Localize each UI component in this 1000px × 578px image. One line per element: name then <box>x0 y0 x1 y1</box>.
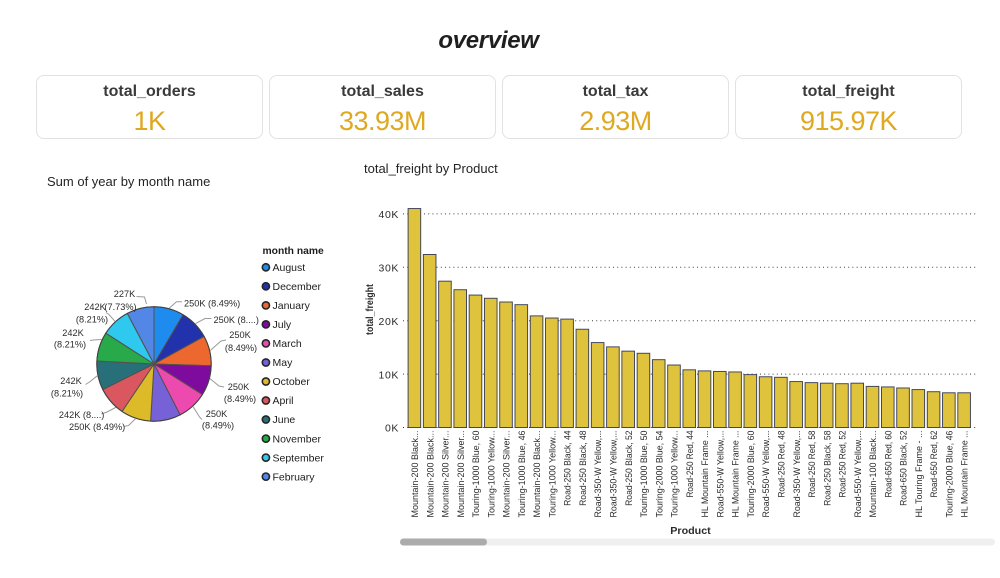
svg-text:HL Touring Frame - ...: HL Touring Frame - ... <box>914 431 925 518</box>
svg-text:Touring-1000 Blue, 60: Touring-1000 Blue, 60 <box>471 430 482 517</box>
svg-text:June: June <box>273 414 296 426</box>
svg-text:250K (8.49%): 250K (8.49%) <box>69 422 125 432</box>
svg-text:Mountain-200 Silver...: Mountain-200 Silver... <box>456 431 467 518</box>
svg-text:Road-350-W Yellow,...: Road-350-W Yellow,... <box>609 431 620 518</box>
svg-text:40K: 40K <box>379 209 399 221</box>
svg-text:Mountain-200 Silver...: Mountain-200 Silver... <box>502 431 513 518</box>
svg-text:August: August <box>273 262 306 274</box>
svg-text:Road-250 Red, 48: Road-250 Red, 48 <box>776 431 787 498</box>
svg-text:Road-350-W Yellow,...: Road-350-W Yellow,... <box>792 431 803 518</box>
svg-text:December: December <box>273 281 322 293</box>
svg-text:HL Mountain Frame ...: HL Mountain Frame ... <box>960 431 971 518</box>
svg-text:April: April <box>273 395 294 407</box>
svg-text:Road-250 Black, 44: Road-250 Black, 44 <box>563 430 574 506</box>
svg-text:Mountain-200 Black...: Mountain-200 Black... <box>410 431 421 518</box>
svg-text:Road-250 Red, 52: Road-250 Red, 52 <box>838 431 849 498</box>
svg-text:242K: 242K <box>62 328 84 338</box>
svg-text:January: January <box>273 300 311 312</box>
svg-text:Road-250 Black, 58: Road-250 Black, 58 <box>822 431 833 506</box>
svg-text:(8.49%): (8.49%) <box>202 421 234 431</box>
svg-text:Road-550-W Yellow,...: Road-550-W Yellow,... <box>853 431 864 518</box>
svg-text:Touring-2000 Blue, 54: Touring-2000 Blue, 54 <box>654 430 665 518</box>
svg-text:30K: 30K <box>379 263 399 275</box>
svg-text:Touring-2000 Blue, 60: Touring-2000 Blue, 60 <box>746 431 757 518</box>
svg-text:250K: 250K <box>206 409 228 419</box>
svg-text:Touring-1000 Yellow...: Touring-1000 Yellow... <box>486 430 497 517</box>
svg-text:Product: Product <box>670 525 711 537</box>
svg-text:Touring-1000 Yellow...: Touring-1000 Yellow... <box>547 431 558 518</box>
svg-text:Road-350-W Yellow,...: Road-350-W Yellow,... <box>593 431 604 518</box>
svg-text:(8.49%): (8.49%) <box>225 343 257 353</box>
svg-text:Mountain-200 Black...: Mountain-200 Black... <box>532 431 543 518</box>
svg-text:Road-250 Black, 48: Road-250 Black, 48 <box>578 431 589 506</box>
svg-text:HL Mountain Frame ...: HL Mountain Frame ... <box>700 431 711 518</box>
svg-text:Road-550-W Yellow,...: Road-550-W Yellow,... <box>715 431 726 518</box>
svg-text:month name: month name <box>263 246 324 257</box>
svg-text:May: May <box>273 357 294 369</box>
svg-text:November: November <box>273 433 322 445</box>
svg-text:July: July <box>273 319 292 331</box>
svg-text:total_freight: total_freight <box>365 283 376 335</box>
svg-text:(7.73%): (7.73%) <box>104 302 136 312</box>
svg-text:Road-250 Red, 58: Road-250 Red, 58 <box>807 431 818 498</box>
svg-text:Road-650 Red, 62: Road-650 Red, 62 <box>929 431 940 498</box>
svg-text:250K (8.49%): 250K (8.49%) <box>184 299 240 309</box>
svg-text:(8.21%): (8.21%) <box>51 389 83 399</box>
svg-text:250K (8....): 250K (8....) <box>214 315 259 325</box>
svg-text:September: September <box>273 452 325 464</box>
svg-text:250K: 250K <box>228 382 250 392</box>
svg-text:20K: 20K <box>379 316 399 328</box>
svg-text:227K: 227K <box>114 289 136 299</box>
svg-text:Road-650 Black, 52: Road-650 Black, 52 <box>899 431 910 506</box>
svg-text:(8.21%): (8.21%) <box>54 340 86 350</box>
svg-text:Touring-1000 Blue, 50: Touring-1000 Blue, 50 <box>639 431 650 518</box>
svg-text:(8.49%): (8.49%) <box>224 394 256 404</box>
svg-text:10K: 10K <box>379 369 399 381</box>
svg-text:Road-250 Black, 52: Road-250 Black, 52 <box>624 431 635 506</box>
svg-text:242K: 242K <box>60 376 82 386</box>
svg-text:February: February <box>273 471 316 483</box>
svg-text:Mountain-200 Black...: Mountain-200 Black... <box>425 431 436 518</box>
svg-text:Mountain-100 Black...: Mountain-100 Black... <box>868 431 879 518</box>
svg-text:Mountain-200 Silver...: Mountain-200 Silver... <box>441 431 452 518</box>
svg-text:242K (8....): 242K (8....) <box>59 410 104 420</box>
svg-text:Road-250 Red, 44: Road-250 Red, 44 <box>685 430 696 498</box>
svg-text:Touring-2000 Blue, 46: Touring-2000 Blue, 46 <box>944 430 955 517</box>
svg-text:0K: 0K <box>385 423 399 435</box>
svg-text:Road-550-W Yellow,...: Road-550-W Yellow,... <box>761 431 772 518</box>
svg-text:250K: 250K <box>229 330 251 340</box>
svg-text:October: October <box>273 376 311 388</box>
svg-text:March: March <box>273 338 302 350</box>
svg-text:Road-650 Red, 60: Road-650 Red, 60 <box>883 431 894 498</box>
svg-text:(8.21%): (8.21%) <box>76 315 108 325</box>
svg-text:242K: 242K <box>84 302 106 312</box>
svg-text:Touring-1000 Yellow...: Touring-1000 Yellow... <box>670 431 681 518</box>
svg-text:HL Mountain Frame ...: HL Mountain Frame ... <box>731 431 742 518</box>
svg-text:Touring-1000 Blue, 46: Touring-1000 Blue, 46 <box>517 431 528 518</box>
